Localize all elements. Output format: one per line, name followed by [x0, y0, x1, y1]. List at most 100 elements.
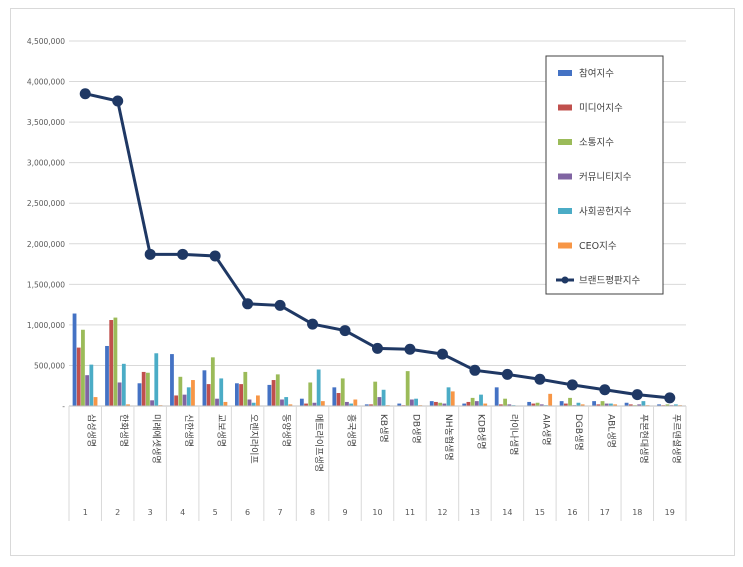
y-tick-label: 1,500,000 [27, 280, 65, 289]
bar [76, 347, 81, 406]
rank-label: 16 [567, 508, 577, 517]
line-point [566, 379, 578, 391]
bar [442, 403, 447, 406]
bar [527, 401, 532, 406]
bar [150, 400, 154, 406]
legend-label: 브랜드평판지수 [579, 276, 640, 287]
line-point [177, 248, 189, 260]
line-point [436, 348, 448, 360]
bar [141, 371, 146, 406]
bar [186, 387, 191, 406]
bar [450, 391, 455, 406]
x-tick-label: 동양생명 [281, 414, 292, 447]
bar [373, 381, 378, 406]
bar [340, 378, 345, 406]
bar [353, 399, 358, 406]
legend-swatch [558, 242, 572, 249]
bar [178, 376, 183, 406]
rank-label: 12 [437, 508, 447, 517]
x-tick-label: 오렌지라이프 [248, 414, 259, 464]
rank-label: 15 [535, 508, 545, 517]
line-point [534, 373, 546, 385]
bar [381, 389, 386, 406]
bar [377, 397, 382, 406]
line-point [339, 325, 351, 337]
bar [316, 369, 321, 406]
rank-label: 7 [278, 508, 283, 517]
x-tick-label: 한화생명 [118, 414, 129, 447]
bar [202, 370, 207, 406]
bar [81, 329, 85, 406]
bar [580, 404, 585, 406]
bar [637, 404, 642, 406]
bar [503, 398, 507, 406]
bar [280, 399, 284, 406]
rank-label: 14 [502, 508, 512, 517]
bar [247, 399, 252, 406]
bar [559, 401, 564, 406]
bar [137, 383, 142, 406]
bar [434, 401, 438, 406]
line-point [599, 384, 611, 396]
bar [308, 382, 313, 406]
legend-swatch [558, 104, 572, 111]
rank-label: 11 [405, 508, 415, 517]
line-point [307, 318, 319, 330]
bar [223, 401, 228, 406]
bar [596, 404, 601, 406]
bar [613, 404, 618, 406]
bar [89, 364, 94, 406]
bar [72, 313, 77, 406]
rank-label: 1 [83, 508, 88, 517]
bar [251, 402, 256, 406]
bar [483, 403, 488, 406]
bar [235, 383, 239, 406]
x-tick-label: NH농협생명 [443, 414, 455, 461]
bar [145, 372, 150, 406]
bar [405, 371, 410, 406]
bar [93, 397, 98, 406]
legend-label: 소통지수 [579, 138, 614, 149]
y-tick-label: 2,000,000 [27, 240, 65, 249]
bar [336, 393, 341, 406]
line-point [501, 368, 513, 380]
bar [414, 398, 418, 406]
rank-label: 4 [180, 508, 185, 517]
legend-label: 참여지수 [579, 68, 614, 80]
rank-label: 13 [470, 508, 480, 517]
bar [105, 345, 109, 406]
rank-label: 6 [245, 508, 250, 517]
bar [113, 317, 118, 406]
bar [256, 395, 260, 406]
legend-label: 커뮤니티지수 [579, 172, 632, 183]
bar [539, 404, 544, 406]
rank-label: 19 [665, 508, 675, 517]
x-tick-label: 교보생명 [216, 414, 227, 447]
line-point [79, 88, 91, 100]
bar [206, 384, 211, 406]
x-tick-label: 라이나생명 [508, 414, 519, 455]
legend-marker [561, 276, 569, 284]
bar [474, 401, 479, 406]
bar [624, 402, 629, 406]
legend-label: 사회공헌지수 [579, 207, 632, 218]
bar [117, 382, 122, 406]
y-tick-label: 1,000,000 [27, 321, 65, 330]
bar [154, 353, 159, 406]
x-tick-label: 신한생명 [183, 414, 194, 447]
bar [210, 357, 215, 406]
y-tick-label: 4,000,000 [27, 78, 65, 87]
bar [494, 387, 499, 406]
bar [174, 395, 179, 406]
bar [275, 374, 280, 406]
bar [170, 354, 174, 406]
bar [498, 404, 503, 406]
bar [609, 403, 613, 406]
bar [438, 402, 443, 406]
line-point [209, 250, 221, 262]
legend-swatch [558, 139, 572, 145]
rank-label: 17 [600, 508, 610, 517]
rank-label: 9 [342, 508, 347, 517]
x-tick-label: ABL생명 [605, 414, 616, 448]
